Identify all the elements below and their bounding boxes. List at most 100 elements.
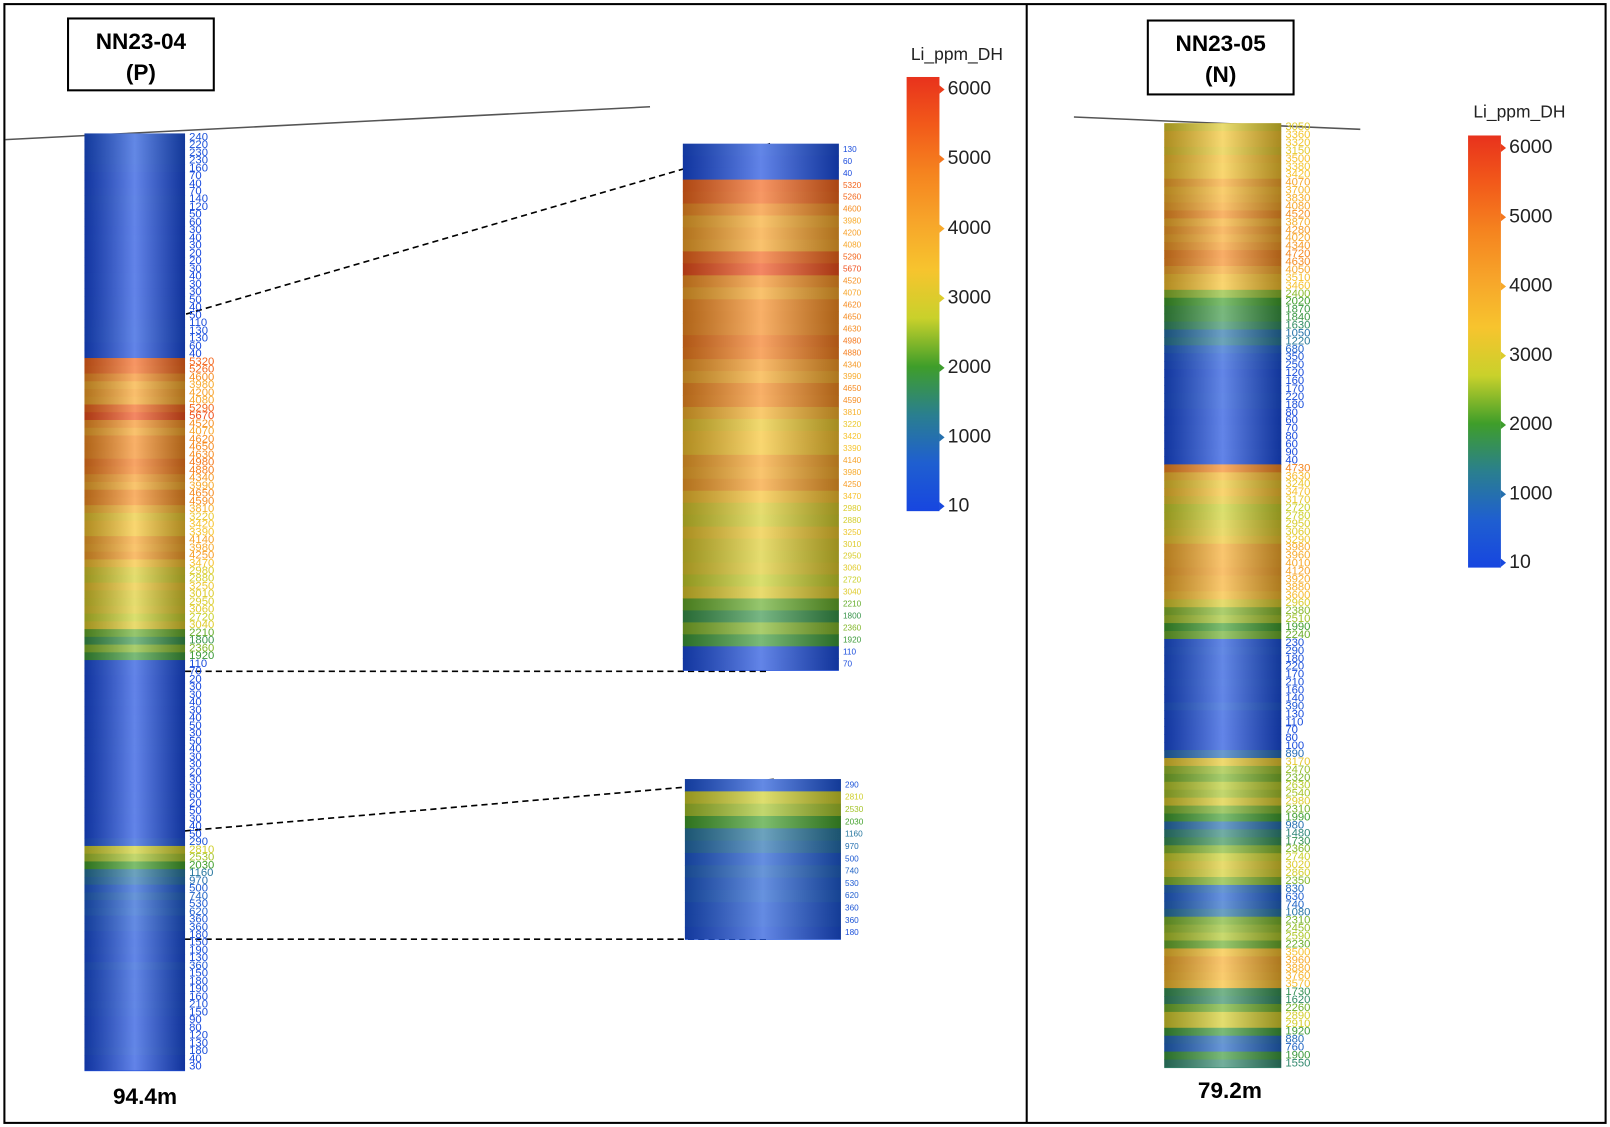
interval-label: 2030	[845, 817, 864, 826]
interval-label: 130	[189, 1037, 208, 1049]
interval-label: 30	[189, 751, 202, 763]
interval-label: 3060	[843, 564, 862, 573]
interval-label: 130	[189, 952, 208, 964]
interval-label: 30	[189, 774, 202, 786]
interval-label: 620	[845, 891, 859, 900]
interval-label: 130	[189, 333, 208, 345]
interval-label: 2630	[1285, 780, 1310, 792]
interval-label: 360	[845, 916, 859, 925]
interval-label: 180	[189, 1045, 208, 1057]
interval-label: 2530	[189, 852, 214, 864]
interval-label: 2510	[1285, 613, 1310, 625]
hole-subtitle: (P)	[126, 60, 156, 85]
interval-label: 500	[845, 854, 859, 863]
interval-label: 20	[189, 766, 202, 778]
interval-label: 3760	[1285, 970, 1310, 982]
interval-label: 5670	[843, 265, 862, 274]
interval-label: 2910	[1285, 1018, 1310, 1030]
interval-label: 20	[189, 797, 202, 809]
interval-label: 2740	[1285, 851, 1310, 863]
drill-column: 2402202302301607040701401205060304030202…	[84, 131, 214, 1073]
interval-label: 1080	[1285, 907, 1310, 919]
interval-label: 3980	[843, 217, 862, 226]
interval-label: 2350	[1285, 875, 1310, 887]
title-box	[1146, 19, 1295, 96]
interval-label: 4730	[1285, 462, 1310, 474]
interval-label: 160	[189, 991, 208, 1003]
interval-label: 110	[843, 647, 857, 656]
interval-label: 360	[189, 914, 208, 926]
interval-label: 4200	[843, 229, 862, 238]
interval-label: 110	[189, 317, 207, 329]
interval-label: 4600	[843, 205, 862, 214]
interval-label: 3010	[189, 588, 214, 600]
interval-label: 60	[1285, 415, 1298, 427]
interval-label: 2240	[1285, 629, 1310, 641]
interval-label: 350	[1285, 351, 1304, 363]
interval-label: 3460	[1285, 280, 1310, 292]
interval-label: 2020	[1285, 296, 1310, 308]
interval-label: 70	[1285, 724, 1298, 736]
legend-tick-label: 1000	[1509, 482, 1553, 504]
interval-label: 3980	[1285, 542, 1310, 554]
interval-label: 3510	[1285, 272, 1310, 284]
interval-label: 50	[189, 209, 202, 221]
interval-label: 210	[1285, 677, 1304, 689]
legend-tick	[939, 224, 945, 233]
interval-label: 1630	[1285, 320, 1310, 332]
depth-label: 94.4m	[113, 1084, 177, 1109]
interval-label: 4620	[843, 300, 862, 309]
interval-label: 3290	[1285, 534, 1310, 546]
interval-label: 30	[189, 689, 202, 701]
interval-label: 30	[189, 704, 202, 716]
interval-label: 40	[843, 169, 853, 178]
interval-label: 2980	[1285, 796, 1310, 808]
interval-label: 5670	[189, 410, 214, 422]
interval-label: 30	[189, 681, 202, 693]
interval-label: 30	[189, 263, 202, 275]
interval-label: 3470	[843, 492, 862, 501]
interval-label: 5260	[843, 193, 862, 202]
interval-label: 4010	[1285, 558, 1310, 570]
interval-label: 150	[189, 937, 208, 949]
interval-label: 80	[1285, 732, 1298, 744]
interval-label: 740	[189, 890, 208, 902]
interval-label: 2880	[843, 516, 862, 525]
interval-label: 740	[845, 867, 859, 876]
interval-label: 80	[1285, 431, 1298, 443]
interval-label: 3960	[1285, 954, 1310, 966]
interval-label: 5320	[843, 181, 862, 190]
interval-label: 500	[189, 883, 208, 895]
interval-label: 1730	[1285, 986, 1310, 998]
interval-label: 120	[189, 1030, 208, 1042]
drill-column: 290 2810 2530 2030 1160 970 500 740 530 620 360 360…	[684, 779, 864, 940]
interval-label: 3320	[1285, 137, 1310, 149]
interval-label: 3170	[1285, 756, 1310, 768]
legend-tick-label: 4000	[1509, 275, 1553, 297]
interval-label: 40	[189, 178, 202, 190]
interval-label: 3380	[1285, 161, 1310, 173]
title-box	[67, 17, 215, 92]
interval-label: 2980	[189, 565, 214, 577]
interval-label: 40	[189, 302, 202, 314]
legend-bar	[906, 76, 940, 512]
connector	[136, 142, 771, 330]
interval-label: 1730	[1285, 835, 1310, 847]
legend-tick-label: 6000	[948, 78, 992, 100]
interval-label: 2400	[1285, 288, 1310, 300]
interval-label: 3810	[189, 503, 214, 515]
legend-tick	[1500, 143, 1507, 153]
interval-label: 2450	[1285, 923, 1310, 935]
interval-label: 170	[1285, 383, 1304, 395]
interval-label: 2210	[189, 627, 214, 639]
interval-label: 50	[189, 294, 202, 306]
interval-label: 2360	[189, 642, 214, 654]
interval-label: 3500	[1285, 153, 1310, 165]
interval-label: 220	[1285, 661, 1304, 673]
legend-tick-label: 2000	[948, 356, 992, 378]
interval-label: 4200	[189, 387, 214, 399]
legend-title: Li_ppm_DH	[911, 44, 1003, 65]
interval-label: 4070	[1285, 177, 1310, 189]
interval-label: 4630	[843, 324, 862, 333]
interval-label: 150	[189, 968, 208, 980]
